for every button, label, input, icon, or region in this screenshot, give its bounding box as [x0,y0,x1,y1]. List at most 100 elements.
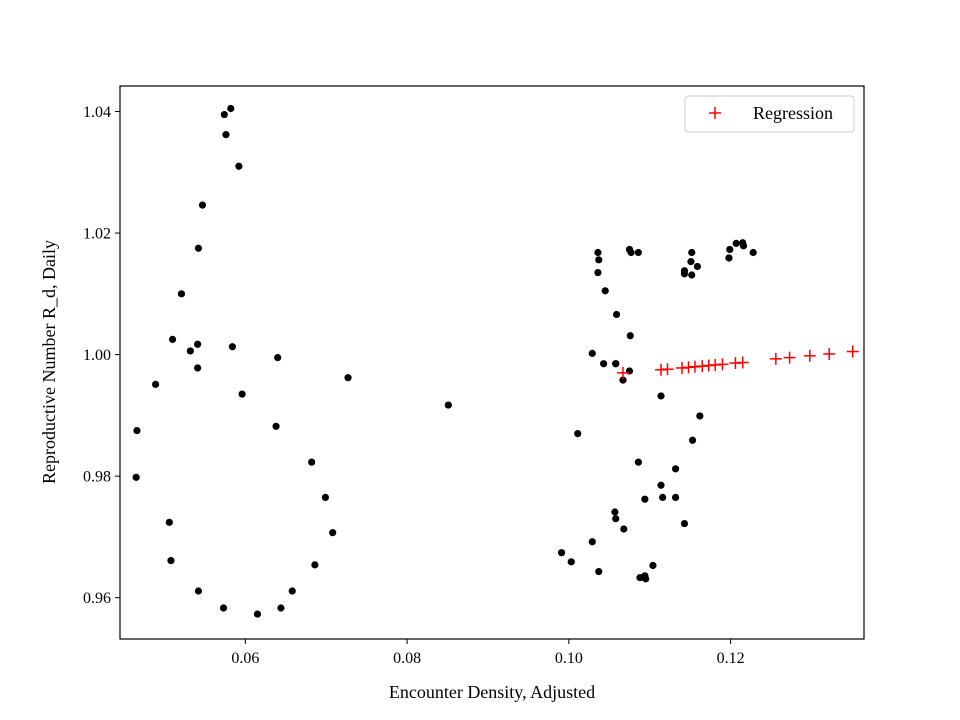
regression-point [617,366,630,379]
data-point [611,508,619,516]
data-point [321,493,330,502]
data-point [600,360,608,368]
data-point [588,538,596,546]
data-point [194,340,202,348]
data-point [732,239,740,247]
regression-points [617,345,859,379]
y-tick-label: 0.98 [83,469,111,486]
data-point [151,380,160,388]
data-point [626,332,634,340]
data-point [688,271,696,279]
data-point [220,110,228,119]
data-point [620,525,628,533]
data-point [198,201,207,209]
regression-point [661,363,674,376]
data-point [274,354,282,362]
data-point [228,343,237,351]
data-point [165,518,173,526]
data-point [687,258,695,266]
regression-point [803,349,816,362]
data-point [194,244,203,252]
data-point [235,162,243,170]
data-point [659,493,667,502]
data-point [277,604,285,612]
data-point [642,575,650,583]
data-point [594,248,602,257]
data-point [680,519,689,528]
data-point [194,587,203,595]
regression-point [846,345,859,358]
data-point [641,495,649,503]
x-tick-label: 0.08 [393,650,421,667]
data-point [588,349,596,357]
data-point [133,426,141,435]
plot-area [132,104,859,618]
data-point [595,256,603,264]
data-point [739,242,748,250]
y-tick-label: 1.04 [83,104,111,121]
data-point [288,587,296,595]
data-point [253,610,262,618]
data-point [601,287,609,295]
data-point [557,549,566,557]
data-point [671,465,680,473]
data-point [594,268,602,277]
data-point [612,360,620,368]
data-point [634,458,642,466]
data-point [696,412,704,420]
data-point [444,401,452,409]
y-axis: 0.96 0.98 1.00 1.02 1.04 [83,104,120,607]
data-point [612,515,620,523]
data-point [168,335,177,344]
data-point [132,473,140,481]
data-point [688,248,696,257]
data-point [671,493,680,502]
axes-frame [119,85,865,640]
data-point [311,561,319,569]
data-point [219,604,228,612]
data-point [726,245,734,254]
data-point [567,558,575,566]
data-point [627,248,635,257]
data-point [693,262,702,271]
data-point [167,557,175,565]
legend-regression-marker [709,107,721,119]
data-point [222,131,230,139]
legend: Regression [684,95,855,133]
regression-point [716,358,729,371]
data-point [186,347,194,355]
regression-point [736,356,749,369]
data-point [657,481,665,489]
data-point [308,458,316,466]
y-tick-label: 0.96 [83,590,111,607]
data-point [680,270,689,278]
data-point [619,376,627,384]
x-axis-label: Encounter Density, Adjusted [389,682,595,702]
data-point [194,364,202,372]
legend-regression-label: Regression [753,103,833,123]
data-point [344,374,352,382]
data-point [595,567,603,576]
data-point [657,392,665,400]
data-point [238,390,246,398]
data-point [688,436,697,444]
x-tick-label: 0.12 [717,650,745,667]
data-point [574,430,582,438]
data-point [634,248,642,257]
data-point [272,422,280,430]
y-tick-label: 1.02 [83,226,111,243]
legend-box [684,95,855,133]
data-point [725,254,733,262]
y-tick-label: 1.00 [83,347,111,364]
observed-points [132,104,757,618]
regression-point [769,352,782,365]
data-point [177,290,186,298]
regression-point [783,351,796,364]
y-axis-label: Reproductive Number R_d, Daily [39,240,59,484]
x-axis: 0.06 0.08 0.10 0.12 [231,639,745,667]
data-point [329,529,337,537]
data-point [612,310,621,319]
x-tick-label: 0.10 [555,650,583,667]
regression-point [823,347,836,360]
